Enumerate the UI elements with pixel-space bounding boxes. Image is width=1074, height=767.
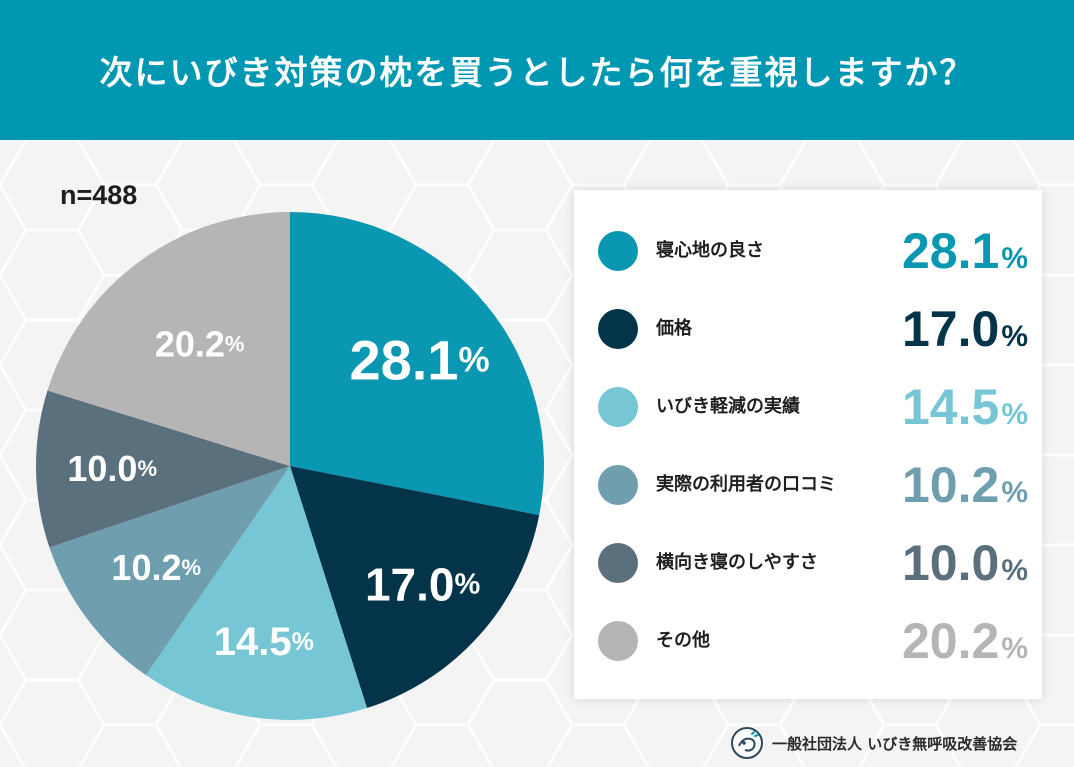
sample-size-label: n=488 [60,180,138,210]
pie-slice [290,212,545,516]
pie-data-label: 17.0% [365,558,481,610]
legend-label: 寝心地の良さ [656,240,764,261]
pie-data-label: 10.0% [67,448,157,489]
pie-slice [290,466,540,709]
title-banner: 次にいびき対策の枕を買うとしたら何を重視しますか？ [0,0,1074,140]
legend-item: その他 20.2% [574,602,1042,680]
legend-color-swatch [598,309,638,349]
pie-slice [35,390,291,548]
legend-color-swatch [598,231,638,271]
legend-label: いびき軽減の実績 [656,396,800,417]
legend-color-swatch [598,543,638,583]
legend-item: 横向き寝のしやすさ 10.0% [574,524,1042,602]
legend-value: 14.5% [901,379,1028,435]
pie-data-label: 20.2% [155,323,245,364]
association-logo-icon [731,727,763,759]
legend-label: 横向き寝のしやすさ [656,552,818,573]
pie-data-label: 10.2% [111,547,201,588]
pie-chart: 28.1% 17.0% 14.5% 10.2% 10.0% 20.2% [35,212,545,720]
legend-value: 10.0% [901,535,1028,591]
footer-credit: 一般社団法人 いびき無呼吸改善協会 [730,725,1017,761]
legend-item: 価格 17.0% [574,290,1042,368]
legend-color-swatch [598,387,638,427]
page-title: 次にいびき対策の枕を買うとしたら何を重視しますか？ [99,53,975,92]
chart-legend: 寝心地の良さ 28.1% 価格 17.0% いびき軽減の実績 14.5% 実際の利用者の口コ… [574,190,1042,699]
legend-value: 20.2% [901,613,1028,669]
pie-data-label: 28.1% [349,328,489,391]
legend-item: いびき軽減の実績 14.5% [574,368,1042,446]
legend-color-swatch [598,465,638,505]
pie-slice [49,466,291,676]
legend-label: 価格 [656,318,692,339]
organization-name: 一般社団法人 いびき無呼吸改善協会 [772,734,1018,753]
legend-item: 寝心地の良さ 28.1% [574,212,1042,290]
pie-slice [145,466,367,720]
legend-label: 実際の利用者の口コミ [656,474,836,495]
pie-data-label: 14.5% [214,620,314,664]
pie-slice [47,212,291,466]
legend-value: 17.0% [901,301,1028,357]
legend-color-swatch [598,621,638,661]
legend-item: 実際の利用者の口コミ 10.2% [574,446,1042,524]
legend-value: 28.1% [901,223,1028,279]
legend-label: その他 [656,630,710,651]
legend-value: 10.2% [901,457,1028,513]
